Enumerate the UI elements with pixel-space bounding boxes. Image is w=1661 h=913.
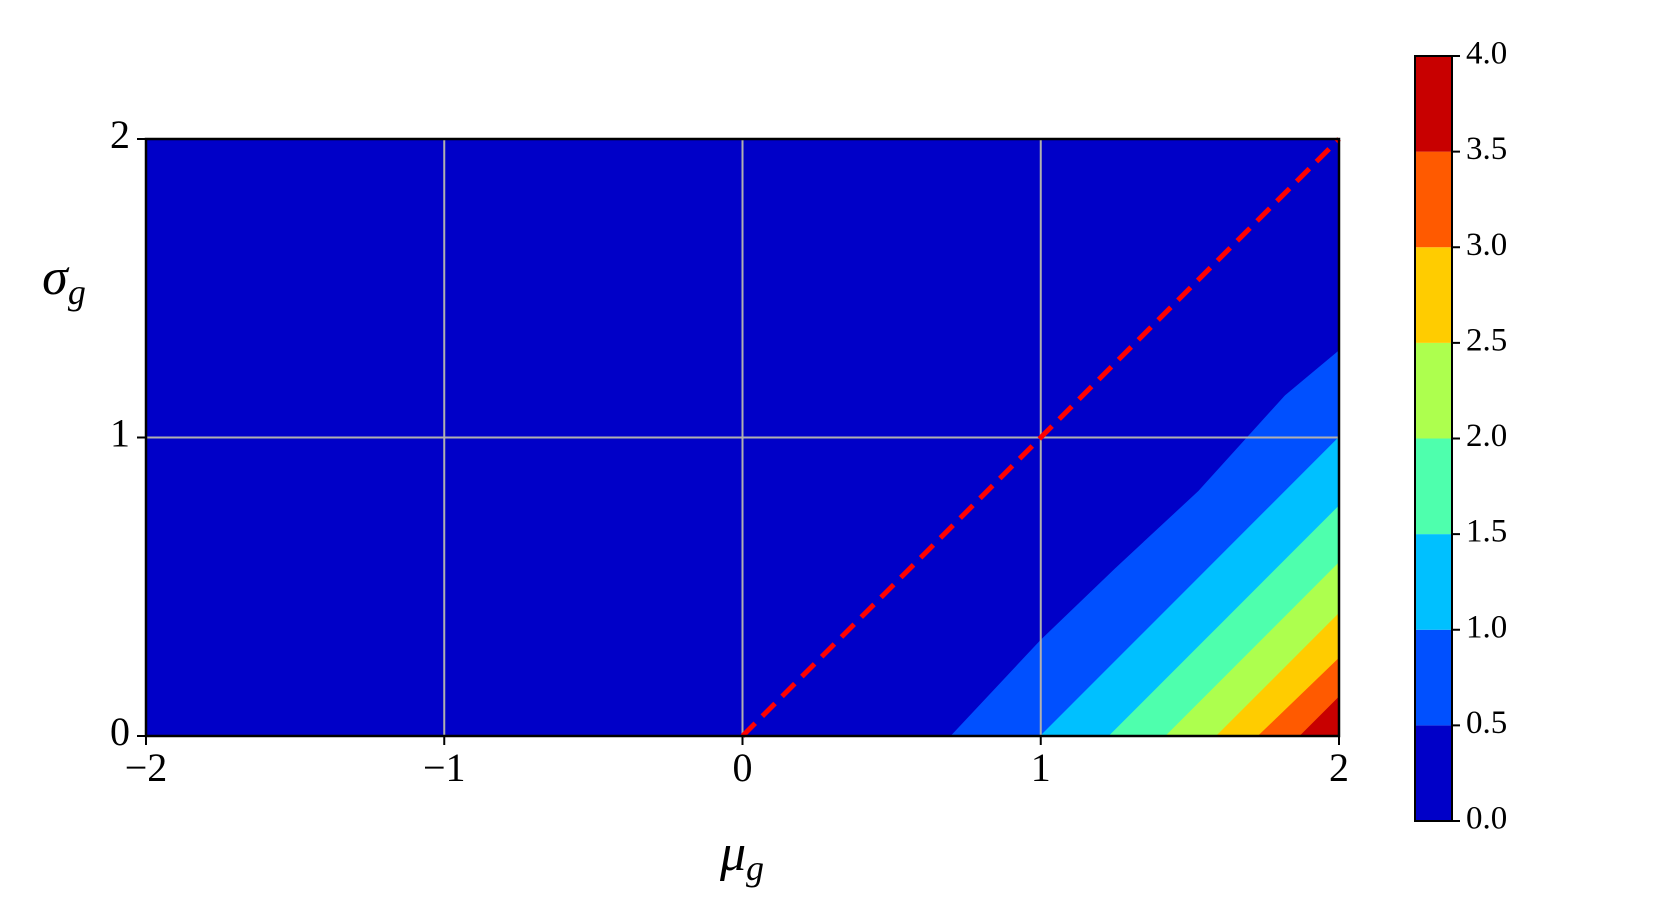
- colorbar-band: [1415, 56, 1452, 152]
- reference-line: [740, 137, 1341, 738]
- colorbar-tick-label: 0.5: [1466, 705, 1507, 741]
- colorbar-tick-label: 1.5: [1466, 514, 1507, 550]
- x-tick-label: −1: [423, 745, 466, 790]
- colorbar-band: [1415, 534, 1452, 630]
- colorbar-tick-label: 2.0: [1466, 418, 1507, 454]
- y-label-subscript: g: [68, 272, 86, 312]
- y-axis-label: σg: [42, 249, 86, 312]
- colorbar-band: [1415, 342, 1452, 439]
- colorbar-tick-label: 2.5: [1466, 322, 1507, 358]
- y-tick-label: 1: [110, 411, 130, 456]
- colorbar-band: [1415, 247, 1452, 343]
- colorbar-band: [1415, 438, 1452, 535]
- colorbar-tick-label: 3.5: [1466, 131, 1507, 167]
- colorbar-band: [1415, 725, 1452, 821]
- x-label-symbol: μ: [719, 825, 746, 882]
- x-tick-label: 0: [733, 745, 753, 790]
- x-tick-label: 1: [1031, 745, 1051, 790]
- colorbar-band: [1415, 151, 1452, 248]
- colorbar-tick-label: 3.0: [1466, 227, 1507, 263]
- y-tick-label: 2: [110, 112, 130, 157]
- colorbar-tick-label: 4.0: [1466, 36, 1507, 72]
- y-label-symbol: σ: [42, 249, 70, 306]
- colorbar-tick-label: 1.0: [1466, 609, 1507, 645]
- colorbar-tick-label: 0.0: [1466, 801, 1507, 837]
- colorbar-band: [1415, 629, 1452, 726]
- x-label-subscript: g: [746, 848, 764, 888]
- x-tick-label: −2: [125, 745, 168, 790]
- y-tick-label: 0: [110, 709, 130, 754]
- x-axis-label: μg: [719, 825, 764, 888]
- x-tick-label: 2: [1329, 745, 1349, 790]
